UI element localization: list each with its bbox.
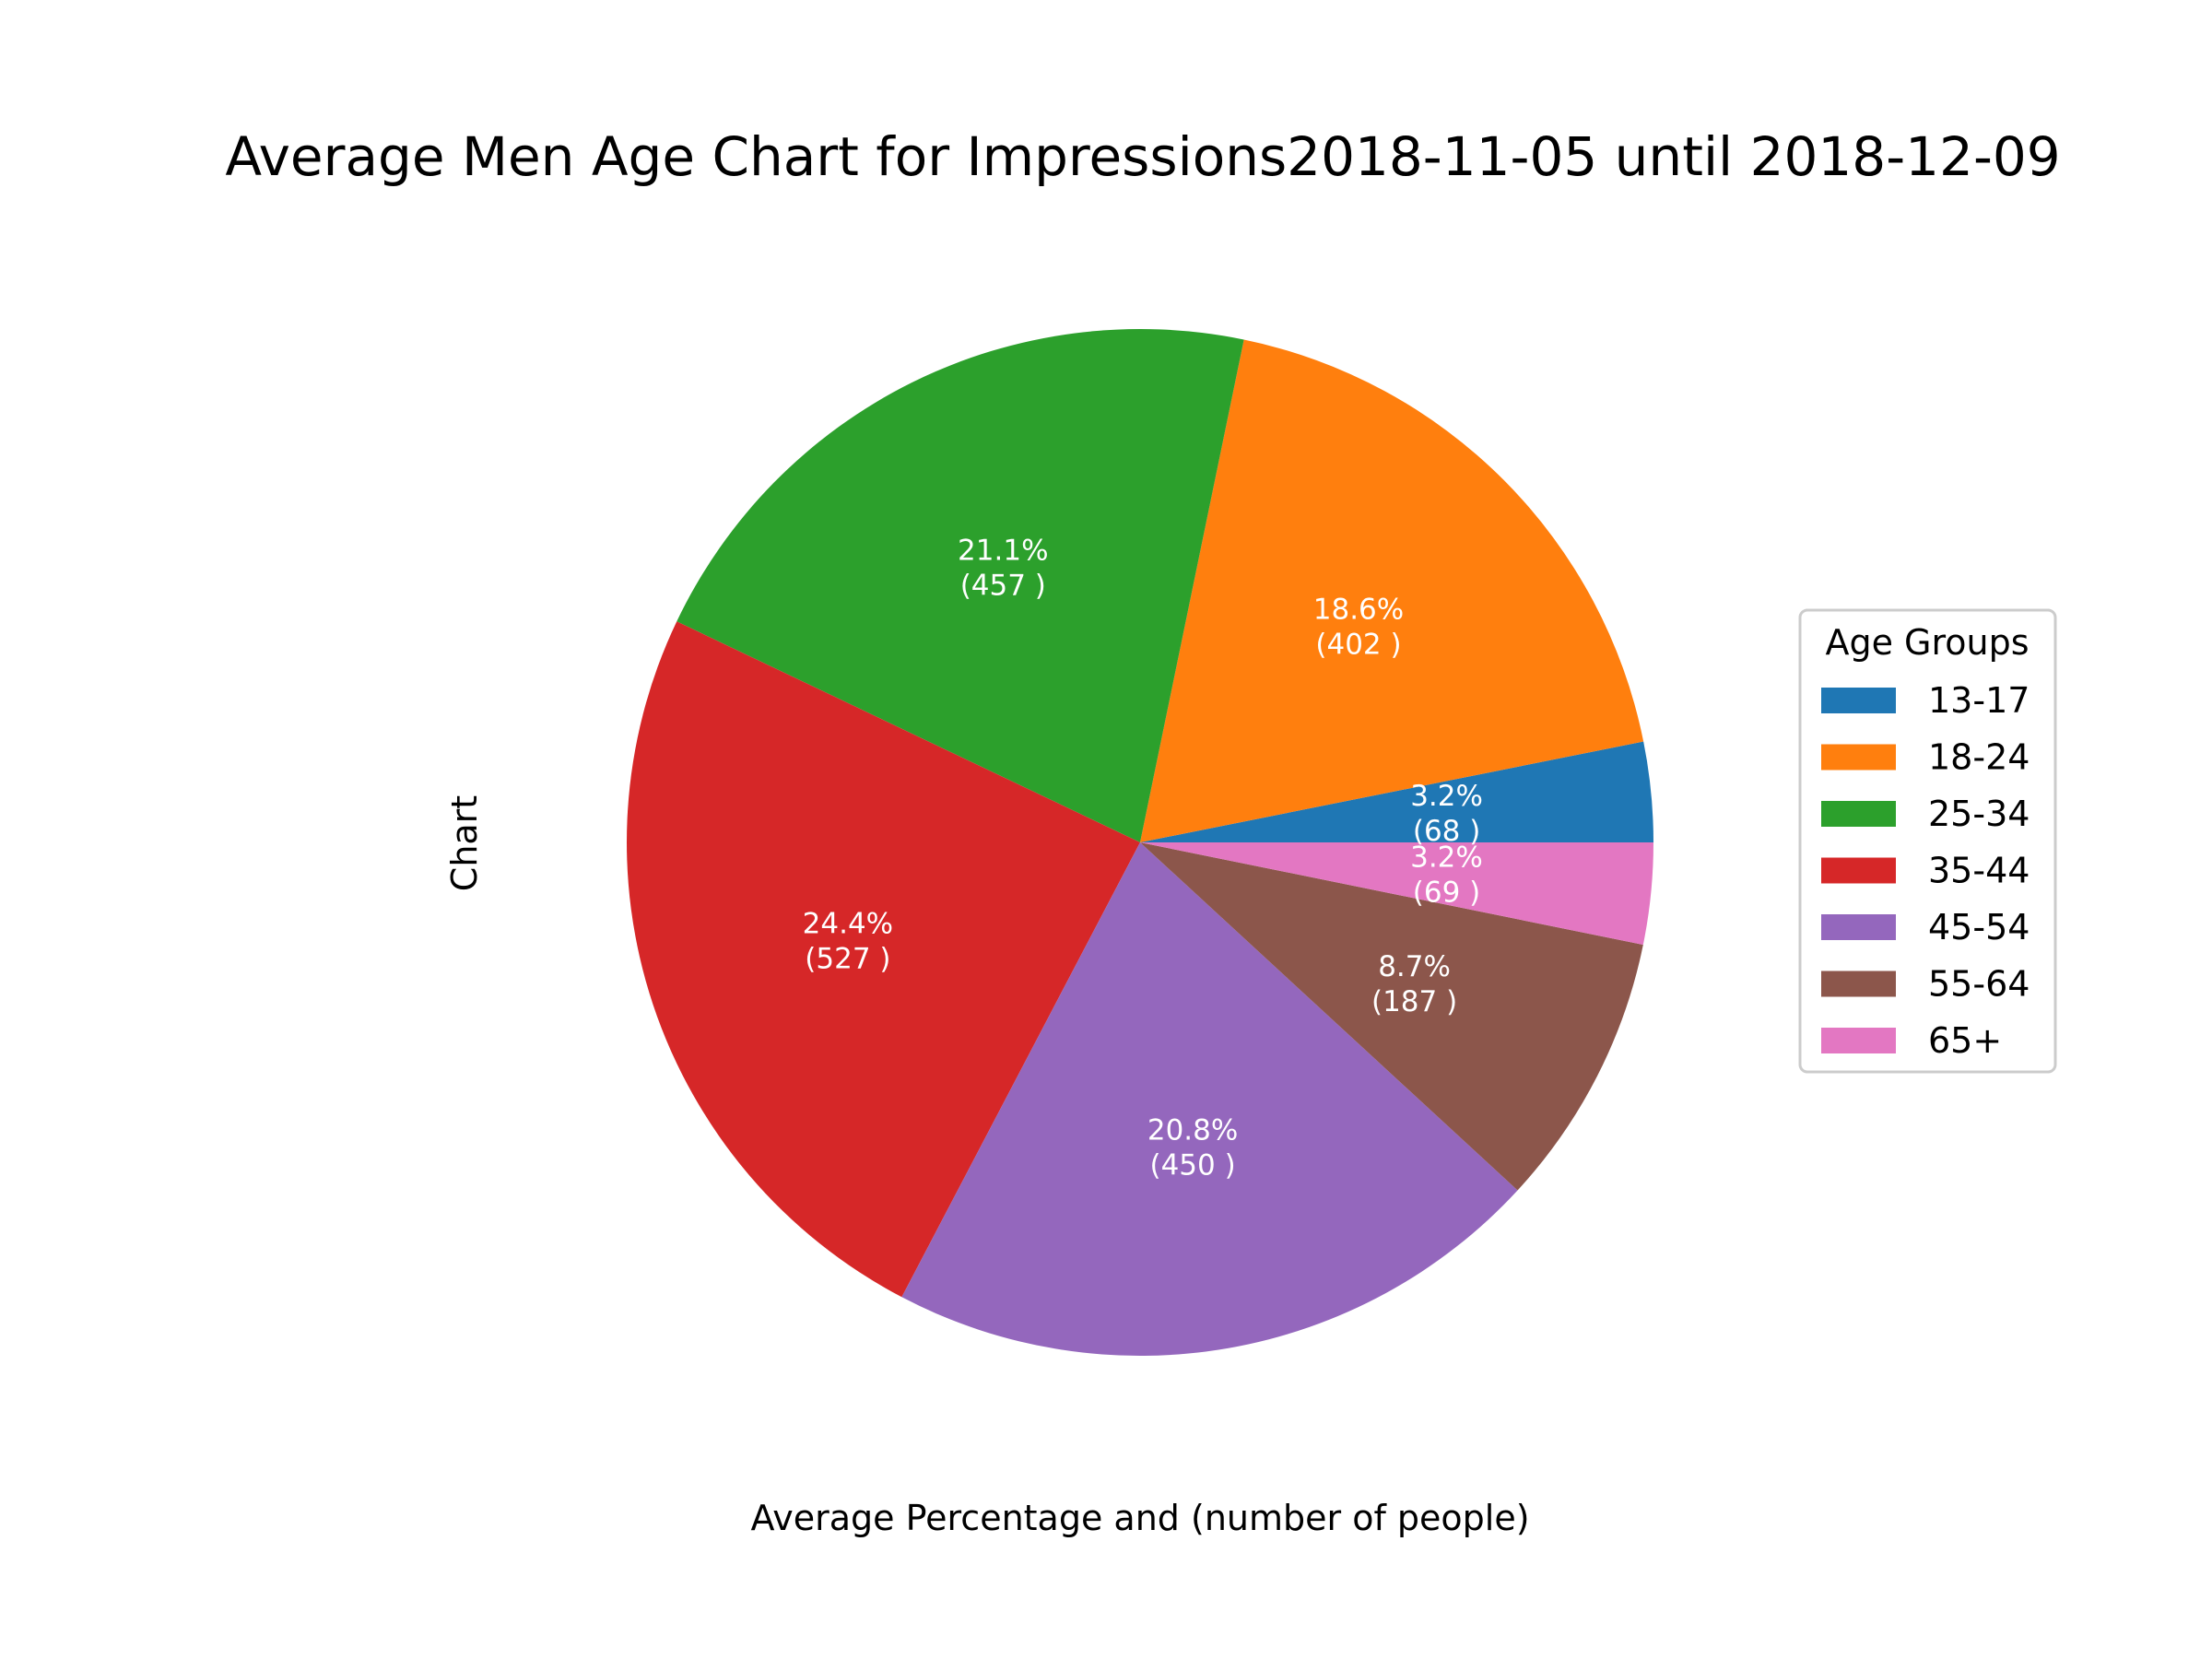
slice-count-label: (69 ) (1413, 877, 1481, 910)
legend-item-25-34: 25-34 (1821, 794, 2030, 834)
legend-swatch (1821, 801, 1896, 827)
legend: Age Groups 13-17 18-24 25-34 35-44 45-54 55-6… (1798, 608, 2057, 1074)
pie-slice-45-54 (901, 842, 1518, 1356)
slice-percent-label: 3.2% (1410, 780, 1483, 813)
slice-label-25-34: 21.1% (457 ) (958, 535, 1048, 603)
legend-swatch (1821, 688, 1896, 713)
pie-slice-25-34 (677, 329, 1244, 842)
legend-swatch (1821, 857, 1896, 884)
legend-frame (1798, 608, 2057, 1074)
slice-label-45-54: 20.8% (450 ) (1147, 1113, 1238, 1182)
legend-label: 25-34 (1928, 794, 2030, 834)
pie-slice-55-64 (1140, 842, 1643, 1191)
pie-slices (627, 329, 1654, 1356)
slice-count-label: (527 ) (805, 943, 890, 976)
pie-slice-18-24 (1140, 339, 1644, 842)
slice-count-label: (450 ) (1149, 1148, 1235, 1182)
legend-swatch (1821, 744, 1896, 771)
slice-label-35-44: 24.4% (527 ) (803, 908, 893, 976)
legend-title: Age Groups (1825, 622, 2029, 663)
legend-item-35-44: 35-44 (1821, 851, 2030, 891)
legend-item-65+: 65+ (1821, 1020, 2002, 1061)
legend-item-45-54: 45-54 (1821, 907, 2030, 947)
slice-percent-label: 20.8% (1147, 1113, 1238, 1147)
legend-swatch (1821, 1028, 1896, 1053)
legend-items: 13-17 18-24 25-34 35-44 45-54 55-64 65+ (1821, 680, 2030, 1061)
slice-label-55-64: 8.7% (187 ) (1371, 950, 1457, 1018)
legend-swatch (1821, 914, 1896, 940)
slice-count-label: (187 ) (1371, 985, 1457, 1018)
chart-title: Average Men Age Chart for Impressions201… (225, 125, 2060, 188)
legend-swatch (1821, 971, 1896, 997)
slice-percent-label: 21.1% (958, 535, 1048, 568)
slice-percent-label: 24.4% (803, 908, 893, 941)
legend-item-13-17: 13-17 (1821, 680, 2030, 721)
slice-percent-label: 8.7% (1378, 950, 1451, 983)
y-axis-label: Chart (444, 795, 485, 891)
legend-label: 13-17 (1928, 680, 2030, 721)
slice-count-label: (68 ) (1413, 815, 1481, 848)
slice-percent-label: 3.2% (1410, 841, 1483, 875)
pie-slice-35-44 (627, 621, 1140, 1298)
legend-label: 55-64 (1928, 964, 2030, 1005)
slice-count-label: (457 ) (960, 570, 1046, 603)
pie-slice-13-17 (1140, 741, 1653, 842)
legend-item-55-64: 55-64 (1821, 964, 2030, 1005)
pie-slice-65+ (1140, 842, 1654, 946)
slice-count-label: (402 ) (1315, 628, 1401, 661)
legend-label: 45-54 (1928, 907, 2030, 947)
legend-item-18-24: 18-24 (1821, 737, 2030, 778)
legend-label: 35-44 (1928, 851, 2030, 891)
legend-label: 65+ (1928, 1020, 2002, 1061)
slice-label-18-24: 18.6% (402 ) (1313, 593, 1404, 661)
x-axis-label: Average Percentage and (number of people… (750, 1498, 1529, 1538)
slice-percent-label: 18.6% (1313, 593, 1404, 626)
legend-label: 18-24 (1928, 737, 2030, 778)
slice-label-13-17: 3.2% (68 ) (1410, 780, 1483, 848)
slice-label-65+: 3.2% (69 ) (1410, 841, 1483, 910)
pie-slice-labels: 3.2% (68 ) 18.6% (402 ) 21.1% (457 ) 24.4% (527… (803, 535, 1483, 1182)
